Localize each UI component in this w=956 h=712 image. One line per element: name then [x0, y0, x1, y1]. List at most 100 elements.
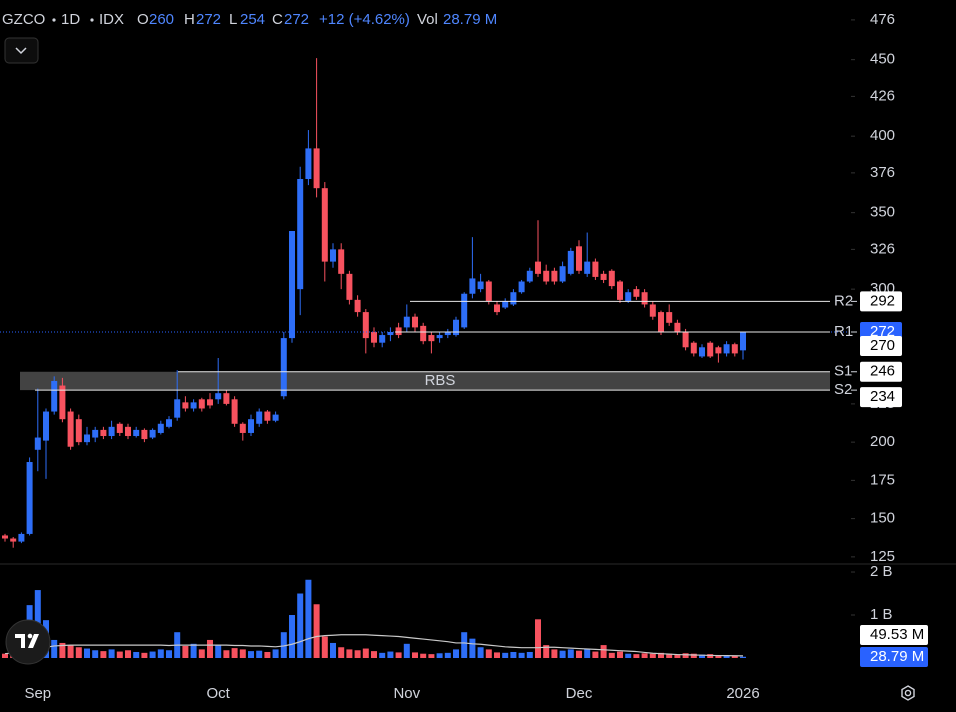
candle-body — [600, 273, 607, 280]
gear-icon — [904, 689, 912, 697]
candle-body — [231, 399, 238, 424]
volume-bar — [116, 651, 123, 658]
settings-button[interactable] — [901, 685, 915, 701]
candle-body — [740, 331, 746, 351]
candle-body — [280, 338, 287, 397]
volume-value-label: 28.79 M — [870, 648, 924, 665]
candle-body — [723, 344, 730, 354]
volume-bar — [584, 648, 591, 658]
volume-bar — [280, 632, 287, 658]
candle-body — [510, 292, 517, 305]
volume-tick-label: 2 B — [870, 563, 893, 580]
candle-body — [617, 281, 623, 300]
volume-bar — [239, 649, 246, 658]
volume-bar — [715, 654, 722, 658]
legend-value: 28.79 M — [443, 11, 497, 28]
volume-bar — [248, 651, 254, 658]
volume-bar — [92, 650, 99, 658]
candle-body — [223, 393, 230, 404]
legend-value: 260 — [149, 11, 174, 28]
candle-body — [362, 312, 369, 339]
candle-body — [67, 411, 74, 447]
volume-bar — [543, 645, 550, 658]
candle-body — [371, 331, 377, 343]
candle-body — [485, 281, 492, 302]
x-tick-label: Dec — [566, 685, 593, 702]
candle-body — [116, 423, 123, 433]
volume-bar — [608, 652, 615, 658]
volume-bar — [297, 593, 304, 658]
volume-bar — [223, 650, 230, 658]
candle-body — [354, 299, 361, 313]
level-price-label: 234 — [870, 388, 895, 405]
candle-body — [649, 304, 656, 317]
candle-body — [526, 270, 533, 282]
candle-body — [26, 462, 33, 534]
legend-label: C — [272, 11, 283, 28]
volume-bar — [740, 656, 746, 658]
volume-bar — [666, 653, 673, 658]
candle-body — [494, 304, 500, 313]
volume-bar — [510, 651, 517, 658]
volume-bar — [264, 651, 271, 658]
volume-bar — [444, 652, 451, 658]
volume-bar — [354, 650, 361, 658]
candle-body — [436, 335, 443, 339]
level-price-label-box — [860, 387, 902, 408]
candle-body — [346, 273, 353, 300]
volume-bar — [641, 653, 648, 658]
volume-bar — [559, 650, 566, 658]
y-tick-label: 376 — [870, 164, 895, 181]
volume-bar — [576, 650, 582, 658]
volume-bar — [108, 649, 115, 658]
candle-body — [141, 429, 148, 440]
volume-bar — [420, 653, 427, 658]
volume-bar — [182, 645, 189, 658]
volume-bar — [305, 579, 312, 658]
separator-dot — [90, 18, 94, 22]
candle-body — [108, 426, 115, 437]
legend-label: L — [229, 11, 237, 28]
candle-body — [543, 270, 550, 282]
volume-tick-label: 1 B — [870, 606, 893, 623]
x-tick-label: Oct — [207, 685, 231, 702]
volume-bar — [633, 654, 640, 658]
candle-body — [379, 335, 386, 343]
candle-body — [297, 178, 304, 290]
candle-body — [699, 347, 705, 357]
volume-bar — [699, 654, 705, 658]
exchange: IDX — [99, 11, 124, 28]
candle-body — [215, 393, 222, 400]
candle-body — [690, 342, 697, 354]
volume-bar — [674, 654, 681, 658]
chevron-icon — [15, 47, 27, 55]
candle-body — [412, 316, 418, 328]
candle-body — [313, 148, 320, 189]
volume-bar — [485, 649, 492, 658]
candle-body — [100, 429, 107, 437]
button-frame[interactable] — [4, 37, 39, 64]
volume-bar — [731, 655, 738, 658]
candle-body — [461, 293, 468, 328]
candle-body — [559, 266, 566, 282]
gear-icon[interactable] — [901, 685, 915, 701]
zone-layer: RBS — [20, 371, 830, 391]
volume-bar — [321, 636, 328, 658]
candle-body — [567, 250, 574, 274]
volume-bar — [494, 652, 500, 658]
separator-dot — [52, 18, 56, 22]
price-label: 270 — [870, 337, 895, 354]
overlay-layer: 1251501752002253003263503764004264504761… — [0, 11, 928, 702]
candle-body — [43, 411, 49, 441]
legend-value: 272 — [196, 11, 221, 28]
candle-body — [75, 419, 82, 443]
volume-bar — [707, 654, 714, 658]
volume-bar — [75, 647, 82, 658]
volume-bar — [461, 632, 468, 658]
price-label-box — [860, 336, 902, 357]
collapse-button[interactable] — [4, 37, 39, 64]
candle-body — [18, 533, 25, 542]
candle-body — [682, 331, 689, 348]
